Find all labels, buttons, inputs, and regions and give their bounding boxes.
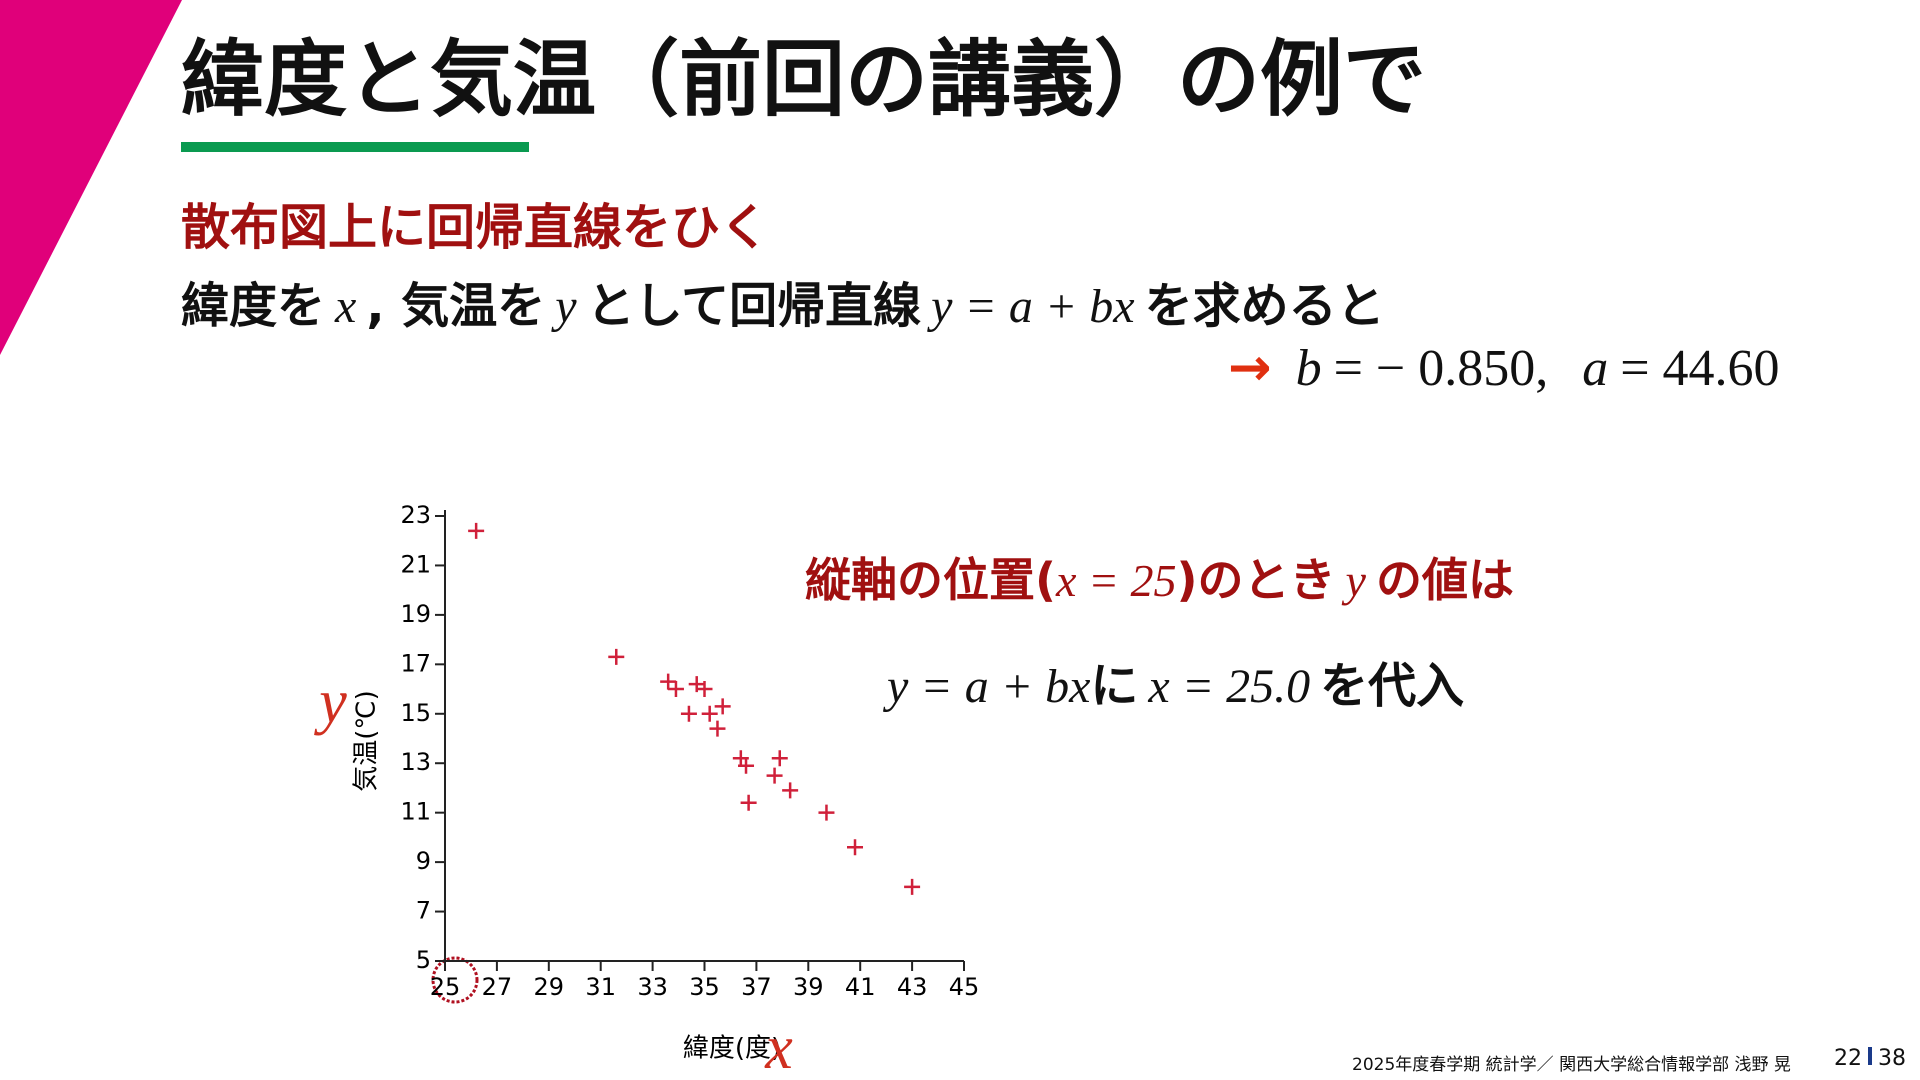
math: x = 25 xyxy=(1056,555,1177,606)
callout-formula: y = a + bxに x = 25.0 を代入 xyxy=(887,646,1464,716)
data-point xyxy=(667,681,684,698)
data-point xyxy=(714,698,731,715)
corner-decoration xyxy=(0,0,182,355)
data-point xyxy=(660,673,677,690)
current-page: 22 xyxy=(1834,1046,1862,1071)
data-point xyxy=(608,648,625,665)
x-tick-label: 25 xyxy=(430,973,461,1001)
callout-question: 縦軸の位置(x = 25)のとき y の値は xyxy=(805,544,1514,610)
y-tick-label: 11 xyxy=(400,798,431,826)
data-point xyxy=(818,804,835,821)
x-tick-label: 45 xyxy=(949,973,980,1001)
data-point xyxy=(680,705,697,722)
footer: 2025年度春学期 統計学／ 関西大学総合情報学部 浅野 晃 xyxy=(1352,1055,1791,1075)
data-point xyxy=(782,782,799,799)
x-tick-label: 35 xyxy=(689,973,720,1001)
math: y xyxy=(1345,555,1366,606)
x-tick-label: 37 xyxy=(741,973,772,1001)
data-point xyxy=(766,767,783,784)
math: a xyxy=(1582,340,1609,397)
math: y = a + bx xyxy=(931,280,1135,333)
y-symbol: y xyxy=(313,668,347,736)
x-symbol: x xyxy=(764,1014,793,1080)
y-tick-label: 23 xyxy=(400,501,431,529)
text: として回帰直線 xyxy=(586,278,922,334)
x-axis-label: 緯度(度) xyxy=(683,1034,781,1064)
math: y xyxy=(555,280,577,333)
x-tick-label: 27 xyxy=(482,973,513,1001)
text: )のとき xyxy=(1176,553,1336,607)
data-point xyxy=(696,681,713,698)
math: y = a + bx xyxy=(887,660,1091,713)
page-number: 22 38 xyxy=(1834,1046,1906,1071)
data-point xyxy=(468,522,485,539)
text: 気温を xyxy=(401,278,546,334)
y-tick-label: 17 xyxy=(400,649,431,677)
math: = 44.60 xyxy=(1620,340,1780,397)
total-pages: 38 xyxy=(1878,1046,1906,1071)
y-tick-label: 7 xyxy=(416,897,431,925)
subtitle: 散布図上に回帰直線をひく xyxy=(181,199,770,256)
arrow: → xyxy=(1228,338,1272,398)
text: の値は xyxy=(1375,553,1514,607)
text: 縦軸の位置( xyxy=(805,553,1057,607)
text: , xyxy=(366,278,385,334)
y-tick-label: 13 xyxy=(400,748,431,776)
title-underline xyxy=(181,142,529,152)
text: を求めると xyxy=(1144,278,1385,334)
title: 緯度と気温（前回の講義）の例で xyxy=(181,31,1426,128)
y-tick-label: 21 xyxy=(400,550,431,578)
text: に xyxy=(1090,658,1139,714)
y-tick-label: 19 xyxy=(400,600,431,628)
x-tick-label: 29 xyxy=(534,973,565,1001)
math: x xyxy=(335,280,357,333)
statement: 緯度を x, 気温を y として回帰直線 y = a + bx を求めると xyxy=(181,266,1385,336)
data-point xyxy=(771,750,788,767)
data-point xyxy=(904,878,921,895)
data-point xyxy=(847,839,864,856)
math: b xyxy=(1295,340,1322,397)
y-tick-label: 15 xyxy=(400,699,431,727)
data-point xyxy=(740,794,757,811)
result: → b = − 0.850, a = 44.60 xyxy=(1228,338,1780,398)
x-tick-label: 39 xyxy=(793,973,824,1001)
x-tick-label: 43 xyxy=(897,973,928,1001)
math: x = 25.0 xyxy=(1148,660,1311,713)
data-point xyxy=(738,757,755,774)
x-tick-label: 31 xyxy=(585,973,616,1001)
x-tick-label: 33 xyxy=(637,973,668,1001)
data-point xyxy=(709,720,726,737)
y-tick-label: 5 xyxy=(416,946,431,974)
page-separator xyxy=(1868,1047,1872,1065)
y-tick-label: 9 xyxy=(416,847,431,875)
y-axis-label: 気温(℃) xyxy=(352,690,382,792)
text: を代入 xyxy=(1320,658,1465,714)
math: = − 0.850, xyxy=(1333,340,1549,397)
origin-highlight xyxy=(431,956,479,1004)
text: 緯度を xyxy=(181,278,326,334)
x-tick-label: 41 xyxy=(845,973,876,1001)
data-point xyxy=(701,705,718,722)
